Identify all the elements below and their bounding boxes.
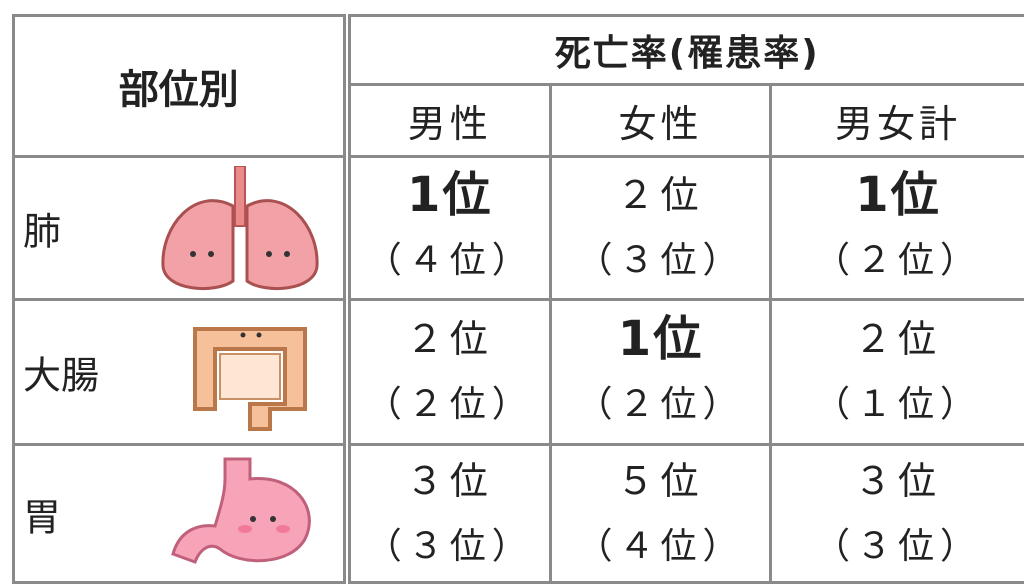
mortality-rank: 1位: [552, 306, 769, 372]
group-header: 死亡率(罹患率): [347, 16, 1024, 85]
incidence-rank: （４位）: [351, 228, 550, 294]
rank-cell: 1位（４位）: [347, 157, 551, 300]
mortality-rank: 1位: [351, 162, 550, 228]
column-header: 男女計: [771, 85, 1024, 157]
mortality-rank: ３位: [772, 448, 1024, 514]
column-header: 男性: [347, 85, 551, 157]
incidence-rank: （３位）: [552, 228, 769, 294]
intestine-icon: [175, 309, 325, 439]
incidence-rank: （２位）: [772, 228, 1024, 294]
organ-label: 大腸: [23, 345, 99, 400]
mortality-rank: ５位: [552, 448, 769, 514]
organ-cell: 肺: [14, 157, 347, 300]
mortality-rank: 1位: [772, 162, 1024, 228]
mortality-rank: ２位: [772, 306, 1024, 372]
corner-label: 部位別: [119, 67, 239, 113]
incidence-rank: （３位）: [772, 514, 1024, 580]
mortality-rank: ２位: [351, 306, 550, 372]
stomach-icon: [165, 454, 325, 574]
rank-cell: ５位（４位）: [551, 445, 771, 583]
incidence-rank: （３位）: [351, 514, 550, 580]
organ-cell: 大腸: [14, 300, 347, 445]
rank-cell: ３位（３位）: [347, 445, 551, 583]
rank-cell: ２位（３位）: [551, 157, 771, 300]
mortality-rank: ２位: [552, 162, 769, 228]
rank-cell: ３位（３位）: [771, 445, 1024, 583]
incidence-rank: （４位）: [552, 514, 769, 580]
column-header: 女性: [551, 85, 771, 157]
incidence-rank: （１位）: [772, 372, 1024, 438]
organ-cell: 胃: [14, 445, 347, 583]
rank-cell: 1位（２位）: [771, 157, 1024, 300]
data-row: 胃 ３位（３位）５位（４位）３位（３位）: [14, 445, 1024, 583]
incidence-rank: （２位）: [552, 372, 769, 438]
lungs-icon: [155, 166, 325, 296]
organ-label: 肺: [23, 201, 61, 256]
data-row: 大腸 ２位（２位）1位（２位）２位（１位）: [14, 300, 1024, 445]
corner-cell: 部位別: [14, 16, 347, 157]
rank-cell: ２位（１位）: [771, 300, 1024, 445]
data-row: 肺 1位（４位）２位（３位）1位（２位）: [14, 157, 1024, 300]
header-row: 部位別 死亡率(罹患率): [14, 16, 1024, 85]
incidence-rank: （２位）: [351, 372, 550, 438]
group-label: 死亡率(罹患率): [555, 33, 820, 74]
organ-label: 胃: [23, 486, 61, 541]
rank-table: 部位別 死亡率(罹患率) 男性 女性 男女計 肺 1位（４位）２位（３位）1位（…: [12, 14, 1024, 584]
mortality-rank: ３位: [351, 448, 550, 514]
rank-cell: ２位（２位）: [347, 300, 551, 445]
rank-cell: 1位（２位）: [551, 300, 771, 445]
